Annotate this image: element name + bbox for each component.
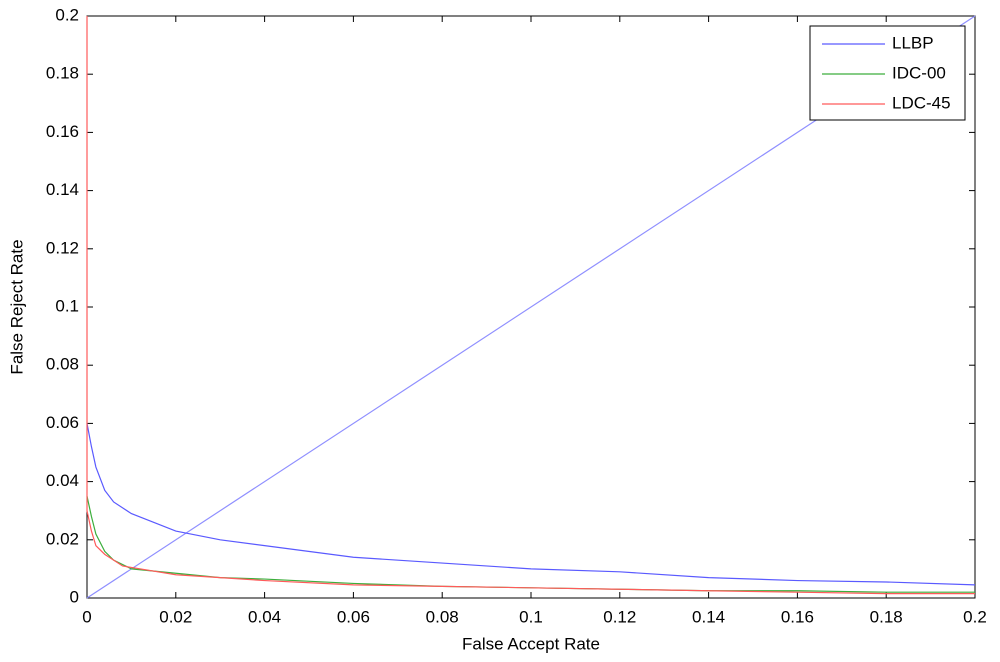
- y-tick-label: 0.08: [46, 355, 79, 374]
- x-tick-label: 0.06: [337, 607, 370, 626]
- legend-label: LLBP: [892, 33, 934, 52]
- y-tick-label: 0.06: [46, 413, 79, 432]
- x-tick-label: 0.16: [781, 607, 814, 626]
- y-tick-label: 0: [70, 587, 79, 606]
- y-tick-label: 0.14: [46, 180, 79, 199]
- x-tick-label: 0.04: [248, 607, 281, 626]
- x-tick-label: 0.02: [159, 607, 192, 626]
- x-tick-label: 0.08: [426, 607, 459, 626]
- x-tick-label: 0: [82, 607, 91, 626]
- y-tick-label: 0.12: [46, 238, 79, 257]
- x-tick-label: 0.14: [692, 607, 725, 626]
- y-tick-label: 0.02: [46, 529, 79, 548]
- x-axis-title: False Accept Rate: [462, 634, 600, 653]
- x-tick-label: 0.2: [963, 607, 987, 626]
- legend-label: IDC-00: [892, 63, 946, 82]
- x-tick-label: 0.18: [870, 607, 903, 626]
- y-tick-label: 0.1: [55, 296, 79, 315]
- y-tick-label: 0.16: [46, 122, 79, 141]
- series-line: [86, 16, 975, 595]
- x-tick-label: 0.12: [603, 607, 636, 626]
- y-tick-label: 0.2: [55, 5, 79, 24]
- x-tick-label: 0.1: [519, 607, 543, 626]
- y-tick-label: 0.04: [46, 471, 79, 490]
- legend-label: LDC-45: [892, 93, 951, 112]
- y-axis-title: False Reject Rate: [7, 239, 26, 374]
- series-line: [86, 423, 976, 586]
- y-tick-label: 0.18: [46, 64, 79, 83]
